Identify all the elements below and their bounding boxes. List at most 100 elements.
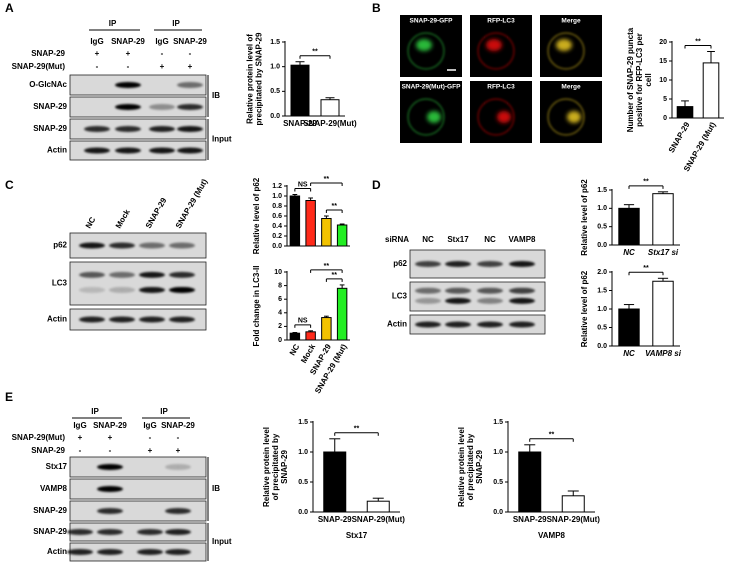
- error-bar: [524, 444, 536, 452]
- lane-label: SNAP-29: [161, 421, 195, 430]
- error-bar: [657, 277, 669, 282]
- y-tick-label: 0.0: [597, 242, 607, 249]
- y-tick-label: 1.5: [270, 39, 280, 46]
- y-tick-label: 0.0: [493, 509, 503, 516]
- band: [149, 147, 175, 154]
- bar: [652, 193, 674, 246]
- band: [79, 316, 105, 323]
- y-tick-label: 0.4: [272, 223, 282, 230]
- significance-label: **: [643, 265, 649, 272]
- image-label-bg: [470, 15, 532, 25]
- puncta: [497, 111, 511, 123]
- band: [149, 104, 175, 110]
- lane-label: IgG: [90, 37, 103, 46]
- y-tick-label: 1.5: [597, 187, 607, 194]
- panel-letter: D: [372, 178, 381, 192]
- puncta: [486, 39, 502, 51]
- band: [509, 321, 535, 328]
- bar: [366, 500, 390, 513]
- lane-label: SNAP-29: [111, 37, 145, 46]
- puncta: [427, 111, 441, 123]
- band: [445, 287, 471, 294]
- y-tick-label: 0.6: [272, 213, 282, 220]
- y-tick-label: 1.0: [597, 205, 607, 212]
- band: [97, 464, 123, 470]
- bar: [323, 451, 347, 513]
- band: [97, 549, 123, 555]
- y-tick-label: 15: [659, 58, 667, 65]
- condition-sign: -: [79, 446, 82, 455]
- y-tick-label: 0: [278, 337, 282, 344]
- significance-label: **: [332, 203, 338, 210]
- condition-label: SNAP-29(Mut): [12, 433, 66, 442]
- y-tick-label: 0.0: [272, 243, 282, 250]
- band: [477, 287, 503, 294]
- panel-letter: B: [372, 1, 381, 15]
- y-tick-label: 1.5: [493, 419, 503, 426]
- y-axis-title: Relative protein levelof precipitated by…: [457, 427, 484, 507]
- condition-sign: +: [176, 446, 181, 455]
- y-tick-label: 0.0: [597, 343, 607, 350]
- band: [149, 126, 175, 132]
- band: [67, 549, 93, 555]
- condition-sign: +: [148, 446, 153, 455]
- band: [177, 126, 203, 132]
- blot: [69, 478, 207, 500]
- blot-label: LC3: [392, 292, 408, 301]
- bar: [289, 195, 301, 247]
- blot: [69, 500, 207, 522]
- significance-label: **: [312, 49, 318, 56]
- band: [165, 508, 191, 514]
- condition-sign: +: [108, 433, 113, 442]
- band: [445, 321, 471, 328]
- error-bar: [339, 223, 345, 225]
- lane-label: VAMP8: [509, 235, 537, 244]
- y-tick-label: 0: [663, 115, 667, 122]
- condition-sign: +: [160, 62, 165, 71]
- x-tick-label: SNAP-29(Mut): [547, 515, 601, 524]
- band: [84, 126, 110, 132]
- y-tick-label: 5: [663, 96, 667, 103]
- bar: [336, 224, 348, 247]
- error-bar: [681, 100, 689, 107]
- band: [115, 147, 141, 154]
- y-tick-label: 8: [278, 282, 282, 289]
- ip-label: IP: [160, 407, 168, 416]
- image-label-bg: [540, 81, 602, 91]
- bar: [289, 332, 301, 341]
- image-label-bg: [400, 81, 462, 91]
- error-bar: [329, 438, 341, 452]
- band: [165, 464, 191, 470]
- y-tick-label: 1.5: [298, 419, 308, 426]
- band: [84, 147, 110, 154]
- bar: [702, 62, 720, 119]
- condition-sign: -: [177, 433, 180, 442]
- band: [477, 261, 503, 267]
- blot: [409, 281, 546, 312]
- band: [97, 508, 123, 514]
- band: [109, 271, 135, 278]
- band: [415, 287, 441, 294]
- image-label-bg: [470, 81, 532, 91]
- band: [139, 271, 165, 278]
- blot-label: Actin: [47, 547, 67, 556]
- y-tick-label: 20: [659, 39, 667, 46]
- significance-label: NS: [298, 318, 308, 325]
- panel-letter: A: [5, 1, 14, 15]
- blot-label: p62: [53, 241, 67, 250]
- y-axis-title: Fold change in LC3-II: [252, 266, 261, 347]
- y-tick-label: 10: [274, 269, 282, 276]
- band: [415, 261, 441, 267]
- blot-label: SNAP-29: [33, 102, 67, 111]
- band: [169, 242, 195, 249]
- condition-label: SNAP-29(Mut): [12, 62, 66, 71]
- significance-label: **: [643, 179, 649, 186]
- condition-label: siRNA: [385, 235, 409, 244]
- band: [137, 549, 163, 555]
- bar: [305, 331, 316, 341]
- cell-outline: [477, 98, 515, 136]
- ip-label: IP: [172, 19, 180, 28]
- x-tick-label: VAMP8 si: [645, 349, 682, 358]
- lane-label: Mock: [114, 207, 132, 230]
